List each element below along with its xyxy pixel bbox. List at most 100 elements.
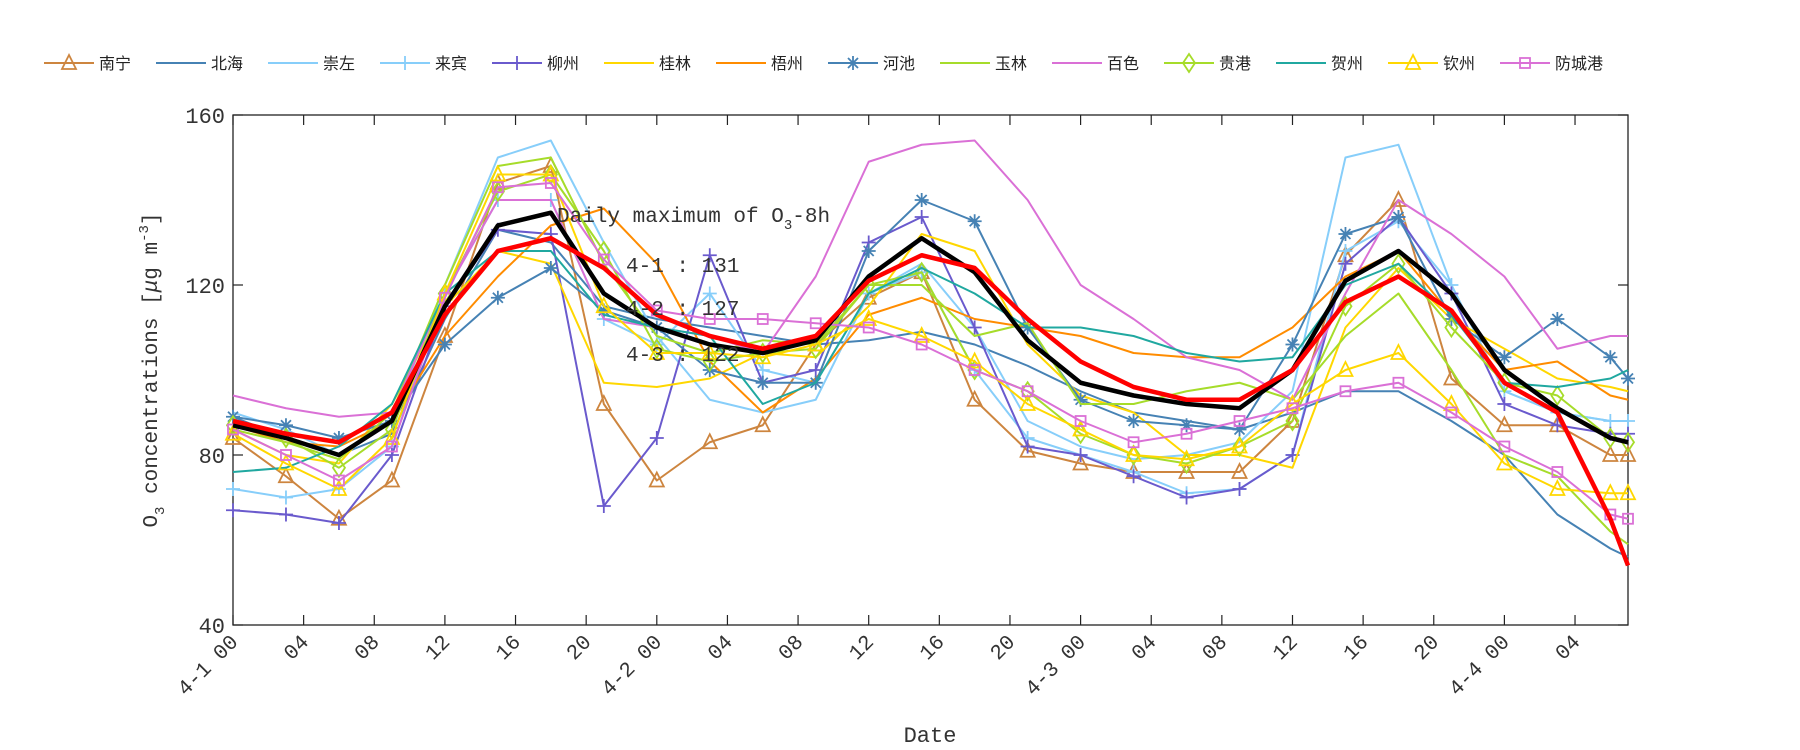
legend-item: 贵港 bbox=[1164, 52, 1251, 74]
annotation-line-4-1: 4-1 : 131 bbox=[626, 256, 739, 279]
series-13-marker bbox=[1548, 478, 1566, 496]
series-14-marker bbox=[1180, 427, 1193, 440]
annotation: Daily maximum of O3-8h 4-1 : 131 4-2 : 1… bbox=[557, 206, 830, 368]
legend-item: 贺州 bbox=[1276, 54, 1363, 73]
series-13-marker bbox=[1495, 453, 1513, 471]
series-13-marker bbox=[648, 342, 666, 360]
x-tick-label: 20 bbox=[987, 632, 1021, 666]
legend: 南宁 北海 崇左 来宾 柳州 桂林 梧州 河池 玉林 百色 贵港 贺州 钦州 防城港 bbox=[44, 52, 1603, 74]
series-8-marker bbox=[1179, 418, 1194, 433]
series-2-line bbox=[232, 228, 1629, 558]
series-1-marker bbox=[860, 287, 878, 305]
series-13-marker bbox=[277, 453, 295, 471]
legend-label: 南宁 bbox=[99, 54, 131, 73]
x-tick-label: 08 bbox=[775, 632, 809, 666]
x-tick-label: 12 bbox=[846, 632, 880, 666]
series-8-marker bbox=[1285, 337, 1300, 352]
legend-label: 来宾 bbox=[435, 54, 467, 73]
series-11-marker bbox=[1338, 295, 1353, 317]
series-11-marker bbox=[331, 457, 347, 479]
legend-label: 玉林 bbox=[995, 54, 1027, 73]
series-13-marker bbox=[966, 351, 984, 369]
series-3-line bbox=[232, 139, 1628, 461]
series-5-marker bbox=[596, 499, 611, 513]
annotation-line-4-2: 4-2 : 127 bbox=[626, 299, 739, 322]
series-13-marker bbox=[807, 334, 825, 352]
series-4-marker bbox=[1603, 414, 1618, 428]
x-tick-label: 20 bbox=[563, 632, 597, 666]
series-11-marker bbox=[649, 338, 664, 360]
series-5-marker bbox=[1338, 256, 1353, 271]
series-9 bbox=[232, 156, 1629, 546]
legend-item: 梧州 bbox=[716, 54, 803, 73]
smoothed-line bbox=[232, 236, 1631, 567]
legend-label: 河池 bbox=[883, 54, 915, 73]
series-10-line bbox=[232, 139, 1628, 418]
series-8-marker bbox=[543, 261, 558, 275]
annotation-title: Daily maximum of O3-8h bbox=[557, 206, 830, 234]
series-13-marker bbox=[1337, 359, 1354, 377]
series-1-marker bbox=[648, 470, 666, 488]
series-14 bbox=[227, 177, 1634, 525]
legend-item: 防城港 bbox=[1500, 54, 1603, 73]
series-5-marker bbox=[1073, 448, 1088, 462]
series-1-marker bbox=[224, 427, 242, 445]
series-8-marker bbox=[1073, 392, 1088, 407]
series-1-marker bbox=[277, 466, 295, 484]
smoothed-line-line bbox=[232, 236, 1631, 567]
series-12-line bbox=[232, 250, 1629, 473]
series-5-marker bbox=[1179, 490, 1194, 505]
x-tick-label: 4-1 00 bbox=[174, 632, 244, 702]
series-7-line bbox=[232, 207, 1629, 448]
series-14-marker bbox=[1286, 402, 1299, 415]
series-11-marker bbox=[1550, 384, 1565, 407]
series-1-marker bbox=[595, 393, 613, 411]
series-1-marker bbox=[1231, 461, 1248, 479]
series-14-marker bbox=[1074, 415, 1087, 427]
series-14-marker bbox=[756, 313, 769, 325]
series-8-marker bbox=[490, 290, 505, 305]
x-tick-label: 4-4 00 bbox=[1446, 632, 1516, 702]
y-tick-label: 80 bbox=[199, 445, 225, 470]
x-tick-label: 16 bbox=[1340, 632, 1374, 666]
series-8-marker bbox=[1338, 227, 1353, 241]
series-5-marker bbox=[1126, 469, 1141, 484]
x-tick-label: 12 bbox=[1269, 632, 1303, 666]
series-8-marker bbox=[1603, 350, 1618, 365]
series-14-marker bbox=[1498, 440, 1511, 453]
series-5-marker bbox=[649, 431, 664, 445]
series-5-marker bbox=[1232, 482, 1247, 496]
x-tick-label: 16 bbox=[916, 632, 950, 666]
legend-marker bbox=[846, 56, 860, 70]
legend-item: 来宾 bbox=[380, 54, 467, 73]
series-8-marker bbox=[596, 303, 611, 318]
legend-item: 玉林 bbox=[940, 54, 1027, 73]
series-5-marker bbox=[702, 248, 717, 263]
series-13-marker bbox=[224, 423, 242, 441]
legend-marker bbox=[510, 56, 524, 70]
series-14-marker bbox=[280, 449, 292, 461]
legend-label: 梧州 bbox=[771, 54, 803, 73]
legend-label: 百色 bbox=[1107, 54, 1139, 73]
series-8-marker bbox=[437, 337, 452, 352]
legend-label: 防城港 bbox=[1555, 54, 1603, 73]
series-11-marker bbox=[1391, 253, 1406, 275]
legend-marker bbox=[1519, 57, 1531, 69]
series-13-marker bbox=[1231, 436, 1248, 454]
series-1-marker bbox=[1601, 444, 1619, 462]
series-8-marker bbox=[1126, 414, 1141, 428]
series-13-marker bbox=[913, 325, 931, 343]
x-tick-label: 4-3 00 bbox=[1022, 632, 1092, 702]
series-13-marker bbox=[754, 347, 772, 365]
legend-item: 河池 bbox=[828, 54, 915, 73]
series-14-marker bbox=[386, 440, 398, 453]
series-8-marker bbox=[1497, 350, 1512, 365]
series-8-marker bbox=[1550, 312, 1565, 326]
series-5-marker bbox=[1497, 397, 1512, 411]
series-13-marker bbox=[1019, 393, 1037, 411]
series-1-marker bbox=[1495, 415, 1513, 433]
series-1-marker bbox=[1619, 444, 1637, 462]
series-13-marker bbox=[701, 342, 719, 360]
series-14-marker bbox=[968, 364, 981, 376]
